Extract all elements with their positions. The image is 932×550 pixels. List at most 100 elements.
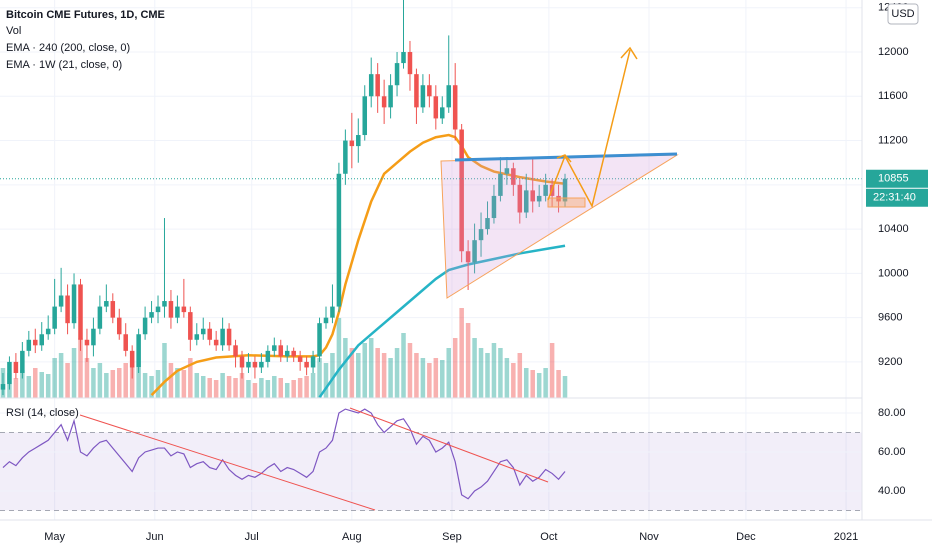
candle-body <box>155 306 161 313</box>
candle-body <box>523 190 529 213</box>
volume-bar <box>104 373 109 398</box>
volume-bar <box>58 353 64 398</box>
candle-body <box>246 361 251 368</box>
candle-body <box>272 345 277 351</box>
volume-bar <box>200 376 206 398</box>
volume-bar <box>194 373 200 398</box>
candle-body <box>433 96 439 119</box>
volume-bar <box>252 383 258 398</box>
y-tick-label: 11200 <box>878 134 908 146</box>
volume-bar <box>45 374 51 398</box>
candle-body <box>504 168 510 174</box>
price-pane <box>0 0 862 500</box>
volume-bar <box>78 338 83 398</box>
candle-body <box>440 107 445 119</box>
candle-body <box>388 85 393 108</box>
volume-bar <box>26 376 32 398</box>
volume-bar <box>84 358 90 398</box>
y-tick-label: 12000 <box>878 46 909 58</box>
candle-body <box>362 96 368 136</box>
volume-bar <box>517 353 523 398</box>
volume-bar <box>452 338 458 398</box>
volume-bar <box>556 370 561 398</box>
candle-body <box>310 356 316 368</box>
candle-body <box>26 339 32 351</box>
candle-body <box>401 52 406 64</box>
volume-legend: Vol <box>6 25 21 37</box>
volume-bar <box>394 348 400 398</box>
legend-entry: EMA · 240 (200, close, 0) <box>6 42 130 54</box>
drawings <box>79 46 679 511</box>
volume-bar <box>213 380 219 398</box>
volume-bar <box>265 380 271 398</box>
candle-body <box>129 350 135 368</box>
candle-body <box>536 195 542 202</box>
volume-bar <box>71 348 77 398</box>
volume-bar <box>310 373 316 398</box>
x-tick-label: Sep <box>442 531 462 543</box>
volume-bar <box>407 343 413 398</box>
candle-body <box>104 301 109 307</box>
candle-body <box>297 356 303 362</box>
volume-bar <box>65 363 70 398</box>
volume-bar <box>33 368 38 398</box>
volume-bar <box>181 370 187 398</box>
volume-bar <box>368 338 374 398</box>
candle-body <box>452 85 458 130</box>
candle-body <box>381 96 387 108</box>
volume-bar <box>375 348 380 398</box>
candle-body <box>465 251 471 263</box>
candle-body <box>336 173 342 307</box>
currency-box[interactable] <box>887 3 919 25</box>
volume-bar <box>440 360 445 398</box>
triangle-pattern <box>440 154 679 299</box>
volume-bar <box>284 383 290 398</box>
volume-bar <box>188 358 193 398</box>
candle-body <box>0 384 6 390</box>
candle-body <box>394 63 400 86</box>
volume-bar <box>20 370 25 398</box>
candle-body <box>427 85 432 97</box>
candle-body <box>284 350 290 357</box>
candle-body <box>414 74 419 108</box>
arrow-head <box>620 46 638 60</box>
volume-bar <box>297 378 303 398</box>
volume-bar <box>226 376 232 398</box>
volume-bar <box>272 376 277 398</box>
candle-body <box>375 74 380 97</box>
volume-bar <box>504 358 510 398</box>
last-price: 10855 <box>878 173 909 185</box>
candle-body <box>304 361 309 368</box>
legend-entry: EMA · 1W (21, close, 0) <box>6 59 122 71</box>
volume-bar <box>110 370 116 398</box>
rsi-trendline <box>79 414 376 511</box>
volume-bar <box>356 353 361 398</box>
volume-bar <box>420 358 426 398</box>
volume-bar <box>291 380 296 398</box>
volume-bar <box>142 373 148 398</box>
volume-bar <box>91 368 96 398</box>
x-tick-label: Dec <box>736 531 756 543</box>
volume-bar <box>246 380 251 398</box>
candle-body <box>162 301 167 307</box>
volume-bar <box>155 370 161 398</box>
candle-body <box>517 184 523 213</box>
candle-body <box>343 140 348 174</box>
candle-body <box>226 328 232 346</box>
volume-bar <box>530 370 535 398</box>
candle-body <box>188 312 193 340</box>
arrow-head <box>556 154 572 163</box>
volume-bar <box>168 363 174 398</box>
candle-body <box>97 306 103 329</box>
volume-bar <box>259 378 264 398</box>
currency[interactable]: USD <box>891 8 914 20</box>
candle-body <box>472 240 477 263</box>
candle-body <box>39 334 44 346</box>
volume-bar <box>336 318 342 398</box>
candle-body <box>33 339 38 346</box>
candle-body <box>149 312 154 318</box>
candle-body <box>498 173 503 196</box>
y-tick-label: 80.00 <box>878 407 906 419</box>
volume-bar <box>459 308 464 398</box>
